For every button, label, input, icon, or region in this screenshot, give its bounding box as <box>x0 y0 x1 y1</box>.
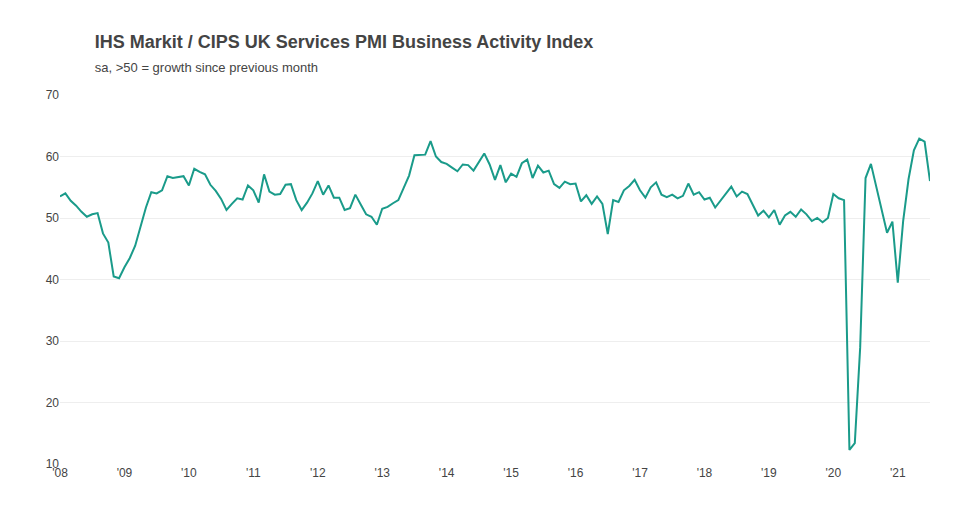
svg-text:70: 70 <box>46 88 60 102</box>
svg-text:'09: '09 <box>117 466 133 480</box>
svg-text:'18: '18 <box>697 466 713 480</box>
svg-text:'12: '12 <box>310 466 326 480</box>
svg-text:'20: '20 <box>826 466 842 480</box>
svg-text:30: 30 <box>46 334 60 348</box>
svg-text:'11: '11 <box>246 466 261 480</box>
svg-text:'15: '15 <box>503 466 519 480</box>
svg-text:'17: '17 <box>632 466 648 480</box>
svg-text:sa, >50 = growth since previou: sa, >50 = growth since previous month <box>95 60 318 75</box>
svg-text:'08: '08 <box>52 466 68 480</box>
svg-text:'13: '13 <box>374 466 390 480</box>
svg-text:'14: '14 <box>439 466 455 480</box>
svg-text:50: 50 <box>46 211 60 225</box>
svg-text:IHS Markit / CIPS UK Services: IHS Markit / CIPS UK Services PMI Busine… <box>95 32 594 52</box>
svg-text:60: 60 <box>46 150 60 164</box>
svg-text:'21: '21 <box>890 466 906 480</box>
svg-text:'10: '10 <box>181 466 197 480</box>
svg-text:'19: '19 <box>761 466 777 480</box>
svg-text:10: 10 <box>46 457 60 471</box>
svg-text:40: 40 <box>46 273 60 287</box>
svg-text:20: 20 <box>46 396 60 410</box>
svg-text:'16: '16 <box>568 466 584 480</box>
